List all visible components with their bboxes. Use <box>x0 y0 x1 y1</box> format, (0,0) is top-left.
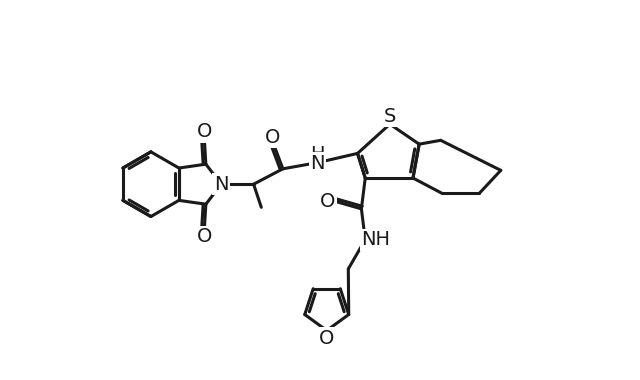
Text: N: N <box>310 154 324 173</box>
Text: O: O <box>196 122 212 141</box>
Text: S: S <box>384 107 396 126</box>
Text: O: O <box>319 329 335 348</box>
Text: N: N <box>214 175 228 194</box>
Text: O: O <box>320 192 335 211</box>
Text: NH: NH <box>362 230 390 249</box>
Text: O: O <box>196 227 212 246</box>
Text: O: O <box>264 128 280 147</box>
Text: H: H <box>310 145 324 164</box>
